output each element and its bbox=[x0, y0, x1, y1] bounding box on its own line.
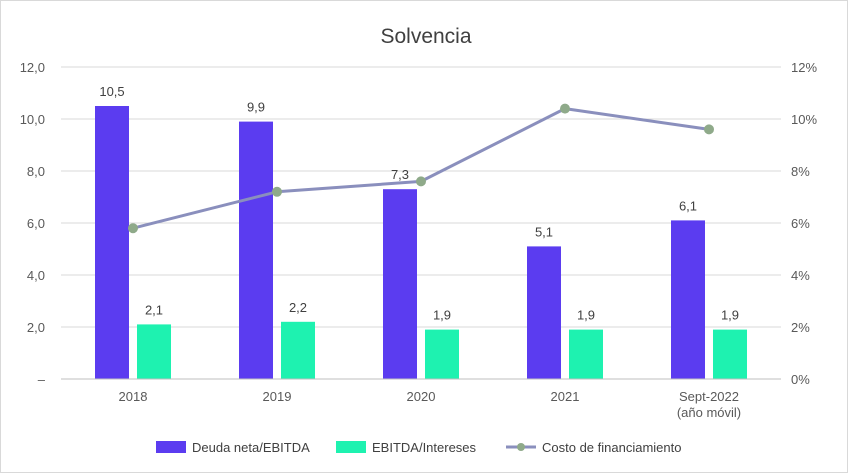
line-point bbox=[128, 223, 138, 234]
y-left-tick-label: 4,0 bbox=[27, 268, 45, 283]
bars: 10,5 9,9 7,3 5,1 6,1 2,1 2,2 1,9 1,9 1,9 bbox=[95, 84, 747, 379]
legend-item: Costo de financiamiento bbox=[506, 440, 681, 455]
y-left-tick-label: 6,0 bbox=[27, 216, 45, 231]
bar bbox=[383, 189, 417, 379]
y-right-tick-label: 4% bbox=[791, 268, 810, 283]
x-tick-label: 2019 bbox=[263, 389, 292, 404]
bar bbox=[95, 106, 129, 379]
bar-data-label: 2,1 bbox=[145, 302, 163, 317]
x-tick-label: (año móvil) bbox=[677, 405, 741, 420]
left-axis: – 2,0 4,0 6,0 8,0 10,0 12,0 bbox=[20, 60, 46, 387]
line-point bbox=[560, 103, 570, 114]
legend-swatch bbox=[336, 441, 366, 453]
y-left-tick-label: 8,0 bbox=[27, 164, 45, 179]
bar-data-label: 9,9 bbox=[247, 100, 265, 115]
line-point bbox=[272, 186, 282, 197]
legend-item: EBITDA/Intereses bbox=[336, 440, 477, 455]
y-left-tick-label: 12,0 bbox=[20, 60, 45, 75]
legend-label: EBITDA/Intereses bbox=[372, 440, 477, 455]
bar bbox=[527, 246, 561, 379]
x-axis: 2018 2019 2020 2021 Sept-2022(año móvil) bbox=[61, 378, 781, 420]
bar bbox=[425, 329, 459, 379]
y-right-tick-label: 8% bbox=[791, 164, 810, 179]
legend: Deuda neta/EBITDA EBITDA/Intereses Costo d… bbox=[156, 440, 681, 455]
y-left-tick-label: – bbox=[38, 372, 46, 387]
legend-label: Costo de financiamiento bbox=[542, 440, 681, 455]
legend-item: Deuda neta/EBITDA bbox=[156, 440, 310, 455]
bar bbox=[671, 220, 705, 379]
x-tick-label: 2018 bbox=[119, 389, 148, 404]
bar-data-label: 6,1 bbox=[679, 198, 697, 213]
bar-data-label: 1,9 bbox=[721, 308, 739, 323]
bar-data-label: 5,1 bbox=[535, 224, 553, 239]
bar-data-label: 1,9 bbox=[577, 308, 595, 323]
legend-swatch bbox=[156, 441, 186, 453]
y-right-tick-label: 12% bbox=[791, 60, 817, 75]
bar bbox=[569, 329, 603, 379]
line-path bbox=[132, 107, 710, 230]
x-tick-label: 2020 bbox=[407, 389, 436, 404]
bar bbox=[137, 324, 171, 379]
y-right-tick-label: 0% bbox=[791, 372, 810, 387]
y-right-tick-label: 6% bbox=[791, 216, 810, 231]
bar-data-label: 2,2 bbox=[289, 300, 307, 315]
legend-label: Deuda neta/EBITDA bbox=[192, 440, 310, 455]
bar bbox=[281, 321, 315, 379]
bar-data-label: 7,3 bbox=[391, 167, 409, 182]
gridlines bbox=[61, 66, 781, 380]
bar-data-label: 1,9 bbox=[433, 308, 451, 323]
line-point bbox=[704, 124, 714, 135]
legend-swatch-marker bbox=[517, 443, 525, 451]
bar bbox=[713, 329, 747, 379]
chart-title: Solvencia bbox=[380, 25, 471, 48]
y-left-tick-label: 2,0 bbox=[27, 320, 45, 335]
y-right-tick-label: 10% bbox=[791, 112, 817, 127]
line-series bbox=[128, 103, 714, 234]
y-left-tick-label: 10,0 bbox=[20, 112, 45, 127]
bar bbox=[239, 121, 273, 379]
x-tick-label: 2021 bbox=[551, 389, 580, 404]
y-right-tick-label: 2% bbox=[791, 320, 810, 335]
x-tick-label: Sept-2022 bbox=[679, 389, 739, 404]
right-axis: 0% 2% 4% 6% 8% 10% 12% bbox=[791, 60, 817, 387]
bar-data-label: 10,5 bbox=[99, 84, 124, 99]
line-point bbox=[416, 176, 426, 187]
